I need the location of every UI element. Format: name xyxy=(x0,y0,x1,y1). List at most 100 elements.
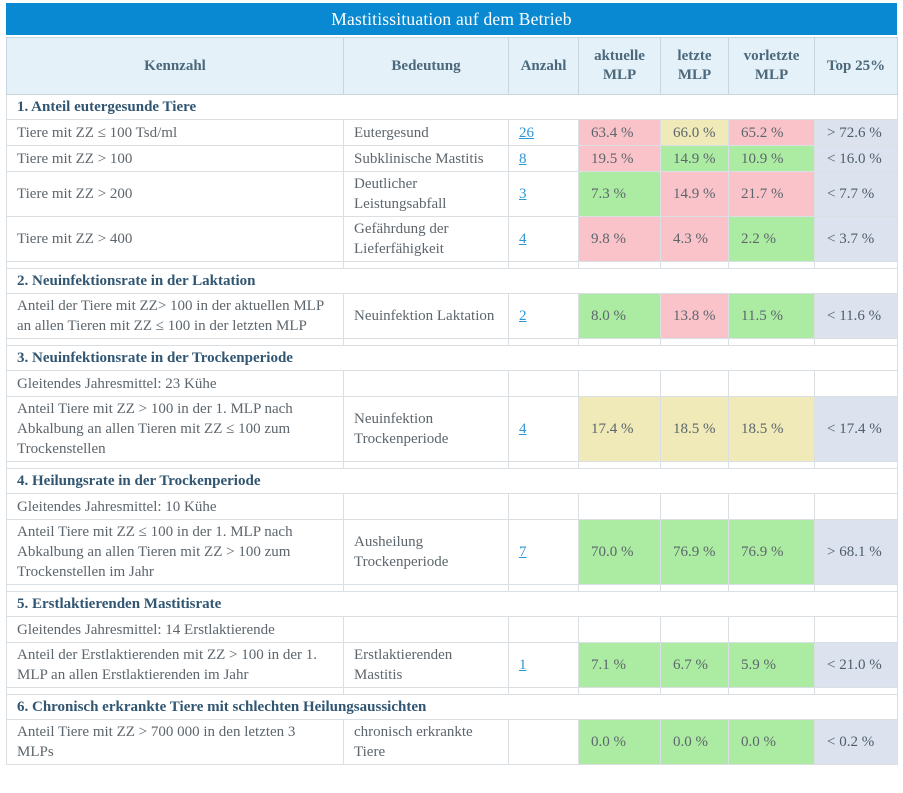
anzahl-link[interactable]: 3 xyxy=(519,186,527,202)
column-header-letzte-mlp: letzte MLP xyxy=(660,37,729,95)
anzahl-cell: 4 xyxy=(508,216,579,262)
kennzahl-cell: Anteil Tiere mit ZZ ≤ 100 in der 1. MLP … xyxy=(6,519,344,585)
column-header-anzahl: Anzahl xyxy=(508,37,579,95)
spacer-cell xyxy=(728,338,815,346)
kennzahl-cell: Tiere mit ZZ > 400 xyxy=(6,216,344,262)
spacer-cell xyxy=(660,338,729,346)
bedeutung-cell: Deutlicher Leistungsabfall xyxy=(343,171,509,217)
anzahl-link[interactable]: 4 xyxy=(519,231,527,247)
spacer-cell xyxy=(6,584,344,592)
top25-cell: > 68.1 % xyxy=(814,519,898,585)
bedeutung-cell xyxy=(343,616,509,643)
section-heading-row: 4. Heilungsrate in der Trockenperiode xyxy=(6,468,898,494)
letzte-mlp-cell xyxy=(660,616,729,643)
anzahl-link[interactable]: 4 xyxy=(519,421,527,437)
spacer-row xyxy=(6,687,898,695)
anzahl-cell: 1 xyxy=(508,642,579,688)
section-heading-row: 1. Anteil eutergesunde Tiere xyxy=(6,94,898,120)
aktuelle-mlp-cell: 19.5 % xyxy=(578,145,661,172)
table-header-row: Kennzahl Bedeutung Anzahl aktuelle MLP l… xyxy=(6,37,898,95)
aktuelle-mlp-cell: 9.8 % xyxy=(578,216,661,262)
top25-cell: > 72.6 % xyxy=(814,119,898,146)
table-row: Tiere mit ZZ > 100 Subklinische Mastitis 8… xyxy=(6,145,898,172)
table-header: Kennzahl Bedeutung Anzahl aktuelle MLP l… xyxy=(6,37,898,95)
aktuelle-mlp-cell: 63.4 % xyxy=(578,119,661,146)
spacer-cell xyxy=(578,338,661,346)
vorletzte-mlp-cell: 11.5 % xyxy=(728,293,815,339)
bedeutung-cell xyxy=(343,370,509,397)
aktuelle-mlp-cell: 7.3 % xyxy=(578,171,661,217)
anzahl-link[interactable]: 2 xyxy=(519,308,527,324)
table-row: Anteil der Tiere mit ZZ> 100 in der aktu… xyxy=(6,293,898,339)
anzahl-link[interactable]: 26 xyxy=(519,124,534,141)
anzahl-link[interactable]: 7 xyxy=(519,544,527,560)
column-header-top25: Top 25% xyxy=(814,37,898,95)
top25-cell: < 0.2 % xyxy=(814,719,898,765)
aktuelle-mlp-cell: 7.1 % xyxy=(578,642,661,688)
bedeutung-cell: Ausheilung Trockenperiode xyxy=(343,519,509,585)
bedeutung-cell: Subklinische Mastitis xyxy=(343,145,509,172)
spacer-cell xyxy=(660,261,729,269)
vorletzte-mlp-cell xyxy=(728,616,815,643)
bedeutung-cell: chronisch erkrankte Tiere xyxy=(343,719,509,765)
section-heading-row: 2. Neuinfektionsrate in der Laktation xyxy=(6,268,898,294)
vorletzte-mlp-cell: 21.7 % xyxy=(728,171,815,217)
report-title: Mastitissituation auf dem Betrieb xyxy=(6,3,897,35)
section-heading-row: 6. Chronisch erkrankte Tiere mit schlech… xyxy=(6,694,898,720)
anzahl-cell xyxy=(508,719,579,765)
column-header-bedeutung: Bedeutung xyxy=(343,37,509,95)
spacer-cell xyxy=(814,461,898,469)
letzte-mlp-cell: 0.0 % xyxy=(660,719,729,765)
spacer-cell xyxy=(814,261,898,269)
kennzahl-cell: Tiere mit ZZ > 200 xyxy=(6,171,344,217)
vorletzte-mlp-cell: 0.0 % xyxy=(728,719,815,765)
aktuelle-mlp-cell xyxy=(578,493,661,520)
anzahl-cell: 26 xyxy=(508,119,579,146)
top25-cell xyxy=(814,370,898,397)
section-heading: 2. Neuinfektionsrate in der Laktation xyxy=(6,268,898,294)
top25-cell xyxy=(814,493,898,520)
section-heading-row: 5. Erstlaktierenden Mastitisrate xyxy=(6,591,898,617)
spacer-cell xyxy=(508,461,579,469)
table-row: Anteil Tiere mit ZZ > 100 in der 1. MLP … xyxy=(6,396,898,462)
aktuelle-mlp-cell: 8.0 % xyxy=(578,293,661,339)
top25-cell: < 17.4 % xyxy=(814,396,898,462)
spacer-cell xyxy=(343,461,509,469)
vorletzte-mlp-cell: 10.9 % xyxy=(728,145,815,172)
spacer-cell xyxy=(343,338,509,346)
table-row: Tiere mit ZZ > 400 Gefährdung der Lieferf… xyxy=(6,216,898,262)
section-heading-row: 3. Neuinfektionsrate in der Trockenperio… xyxy=(6,345,898,371)
anzahl-link[interactable]: 8 xyxy=(519,150,527,167)
report-container: Mastitissituation auf dem Betrieb Kennza… xyxy=(6,3,898,765)
letzte-mlp-cell: 6.7 % xyxy=(660,642,729,688)
report-table: Kennzahl Bedeutung Anzahl aktuelle MLP l… xyxy=(6,37,898,765)
aktuelle-mlp-cell xyxy=(578,616,661,643)
section-heading: 1. Anteil eutergesunde Tiere xyxy=(6,94,898,120)
vorletzte-mlp-cell: 5.9 % xyxy=(728,642,815,688)
vorletzte-mlp-cell: 76.9 % xyxy=(728,519,815,585)
spacer-row xyxy=(6,338,898,346)
letzte-mlp-cell: 18.5 % xyxy=(660,396,729,462)
kennzahl-cell: Tiere mit ZZ ≤ 100 Tsd/ml xyxy=(6,119,344,146)
spacer-cell xyxy=(6,338,344,346)
anzahl-link[interactable]: 1 xyxy=(519,657,527,673)
spacer-cell xyxy=(660,687,729,695)
spacer-row xyxy=(6,584,898,592)
kennzahl-cell: Gleitendes Jahresmittel: 23 Kühe xyxy=(6,370,344,397)
table-row: Anteil Tiere mit ZZ ≤ 100 in der 1. MLP … xyxy=(6,519,898,585)
spacer-cell xyxy=(660,584,729,592)
table-row: Tiere mit ZZ ≤ 100 Tsd/ml Eutergesund 26 63… xyxy=(6,119,898,146)
letzte-mlp-cell: 14.9 % xyxy=(660,171,729,217)
kennzahl-cell: Gleitendes Jahresmittel: 10 Kühe xyxy=(6,493,344,520)
spacer-cell xyxy=(508,584,579,592)
section-heading: 6. Chronisch erkrankte Tiere mit schlech… xyxy=(6,694,898,720)
spacer-cell xyxy=(578,687,661,695)
letzte-mlp-cell: 66.0 % xyxy=(660,119,729,146)
vorletzte-mlp-cell xyxy=(728,370,815,397)
spacer-cell xyxy=(343,584,509,592)
spacer-cell xyxy=(578,261,661,269)
letzte-mlp-cell xyxy=(660,493,729,520)
bedeutung-cell: Neuinfektion Laktation xyxy=(343,293,509,339)
kennzahl-cell: Tiere mit ZZ > 100 xyxy=(6,145,344,172)
kennzahl-cell: Anteil Tiere mit ZZ > 700 000 in den let… xyxy=(6,719,344,765)
